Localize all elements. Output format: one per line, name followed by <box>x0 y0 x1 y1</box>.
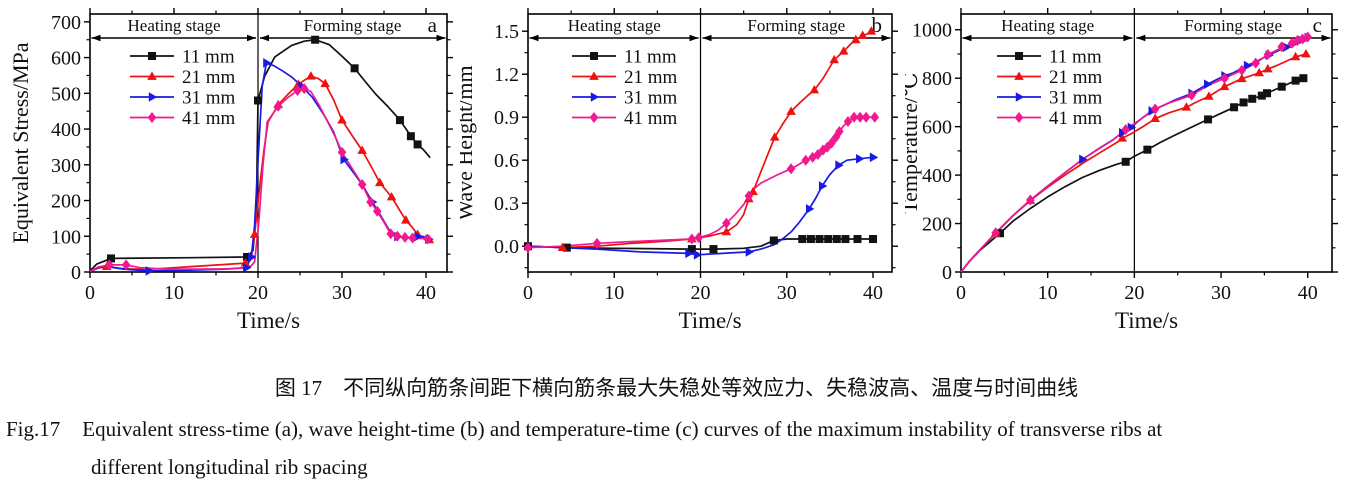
svg-text:40: 40 <box>1298 282 1318 304</box>
svg-text:41 mm: 41 mm <box>1049 108 1103 129</box>
caption-chinese: 图 17 不同纵向筋条间距下横向筋条最大失稳处等效应力、失稳波高、温度与时间曲线 <box>274 376 1079 400</box>
svg-text:30: 30 <box>777 282 797 304</box>
svg-text:800: 800 <box>922 68 952 90</box>
svg-text:Forming stage: Forming stage <box>747 16 845 35</box>
svg-text:31 mm: 31 mm <box>1049 88 1103 109</box>
svg-text:11 mm: 11 mm <box>624 47 677 68</box>
svg-text:30: 30 <box>332 282 352 304</box>
svg-text:10: 10 <box>164 282 184 304</box>
svg-text:0.6: 0.6 <box>494 150 519 172</box>
svg-text:31 mm: 31 mm <box>624 88 678 109</box>
caption-english-text: Equivalent stress-time (a), wave height-… <box>82 417 1163 441</box>
svg-text:0: 0 <box>523 282 533 304</box>
svg-text:21 mm: 21 mm <box>1049 67 1103 88</box>
svg-text:200: 200 <box>51 191 81 213</box>
svg-text:21 mm: 21 mm <box>624 67 678 88</box>
svg-text:0.9: 0.9 <box>494 107 519 129</box>
chart-a-equivalent-stress: 0 10 20 30 40 0 100 200 300 400 500 600 700 Time/s Equ… <box>0 0 460 332</box>
svg-text:400: 400 <box>51 119 81 141</box>
svg-text:400: 400 <box>922 165 952 187</box>
svg-text:600: 600 <box>51 48 81 70</box>
svg-text:30: 30 <box>1211 282 1231 304</box>
svg-text:0: 0 <box>956 282 966 304</box>
svg-text:0: 0 <box>71 262 81 284</box>
caption-fig-number: Fig.17 <box>6 417 61 441</box>
svg-text:600: 600 <box>922 117 952 139</box>
svg-text:0: 0 <box>942 262 952 284</box>
svg-text:Time/s: Time/s <box>678 308 741 332</box>
svg-text:Heating stage: Heating stage <box>568 16 661 35</box>
svg-text:20: 20 <box>248 282 268 304</box>
svg-text:41 mm: 41 mm <box>182 108 236 129</box>
svg-text:100: 100 <box>51 226 81 248</box>
svg-text:a: a <box>428 13 438 37</box>
svg-text:1.5: 1.5 <box>494 21 519 43</box>
svg-text:11 mm: 11 mm <box>182 47 235 68</box>
svg-text:Equivalent Stress/MPa: Equivalent Stress/MPa <box>8 42 33 243</box>
chart-b-wave-height: 0 10 20 30 40 0.0 0.3 0.6 0.9 1.2 1.5 Time/s Wave He… <box>460 0 905 332</box>
chart-c-temperature: 0 10 20 30 40 0 200 400 600 800 1000 Time/s Temperat… <box>905 0 1353 332</box>
caption-english-line2: different longitudinal rib spacing <box>91 455 368 479</box>
chart-b-canvas: 0 10 20 30 40 0.0 0.3 0.6 0.9 1.2 1.5 Time/s Wave He… <box>460 8 898 332</box>
svg-text:300: 300 <box>51 155 81 177</box>
svg-text:20: 20 <box>1124 282 1144 304</box>
svg-text:1000: 1000 <box>912 20 952 42</box>
svg-text:20: 20 <box>691 282 711 304</box>
chart-c-canvas: 0 10 20 30 4002004006008001000Time/sTemperat… <box>905 8 1338 332</box>
svg-text:40: 40 <box>863 282 883 304</box>
caption-english-line1: Fig.17 Equivalent stress-time (a), wave h… <box>6 417 1162 442</box>
svg-text:200: 200 <box>922 214 952 236</box>
chart-a-canvas: 0 10 20 30 400100200300400500600700Time/sEqu… <box>8 8 453 332</box>
svg-text:1.2: 1.2 <box>494 64 519 86</box>
svg-text:11 mm: 11 mm <box>1049 47 1102 68</box>
svg-text:10: 10 <box>604 282 624 304</box>
svg-text:Wave Height/mm: Wave Height/mm <box>460 65 477 220</box>
svg-text:c: c <box>1313 13 1322 37</box>
svg-text:500: 500 <box>51 83 81 105</box>
svg-text:21 mm: 21 mm <box>182 67 236 88</box>
svg-text:Heating stage: Heating stage <box>128 16 221 35</box>
svg-text:b: b <box>872 13 883 37</box>
svg-text:Temperature/℃: Temperature/℃ <box>905 72 922 214</box>
svg-text:0.3: 0.3 <box>494 193 519 215</box>
svg-text:31 mm: 31 mm <box>182 88 236 109</box>
svg-text:Forming stage: Forming stage <box>304 16 402 35</box>
svg-text:700: 700 <box>51 12 81 34</box>
svg-text:10: 10 <box>1038 282 1058 304</box>
svg-text:0: 0 <box>85 282 95 304</box>
svg-text:41 mm: 41 mm <box>624 108 678 129</box>
svg-text:Forming stage: Forming stage <box>1184 16 1282 35</box>
svg-text:40: 40 <box>416 282 436 304</box>
svg-text:Time/s: Time/s <box>1115 308 1178 332</box>
svg-text:Heating stage: Heating stage <box>1001 16 1094 35</box>
svg-text:0.0: 0.0 <box>494 236 519 258</box>
svg-text:Time/s: Time/s <box>237 308 300 332</box>
